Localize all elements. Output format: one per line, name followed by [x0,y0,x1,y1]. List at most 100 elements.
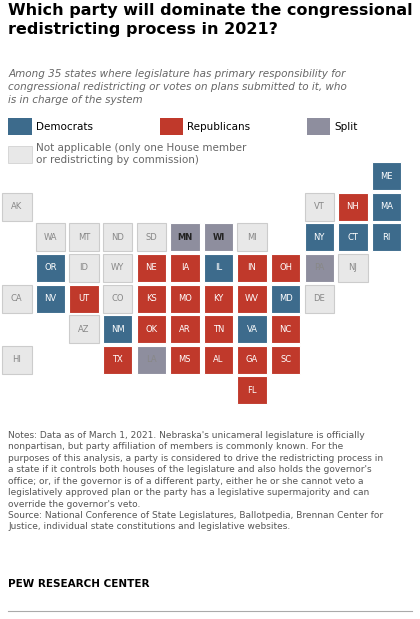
Text: PA: PA [314,264,324,272]
Text: UT: UT [79,294,89,303]
Text: OH: OH [279,264,292,272]
FancyBboxPatch shape [36,285,65,313]
Text: FL: FL [247,386,257,395]
FancyBboxPatch shape [8,118,32,135]
FancyBboxPatch shape [2,285,32,313]
Text: Not applicable (only one House member
or redistricting by commission): Not applicable (only one House member or… [36,143,246,165]
Text: ID: ID [79,264,89,272]
FancyBboxPatch shape [136,223,166,251]
Text: Split: Split [334,121,357,131]
FancyBboxPatch shape [136,315,166,343]
Text: GA: GA [246,355,258,364]
Text: MT: MT [78,233,90,242]
FancyBboxPatch shape [103,346,132,374]
FancyBboxPatch shape [372,162,401,190]
FancyBboxPatch shape [103,254,132,282]
Text: Which party will dominate the congressional
redistricting process in 2021?: Which party will dominate the congressio… [8,4,413,37]
FancyBboxPatch shape [271,346,300,374]
Text: Notes: Data as of March 1, 2021. Nebraska's unicameral legislature is officially: Notes: Data as of March 1, 2021. Nebrask… [8,431,383,532]
FancyBboxPatch shape [204,315,233,343]
Text: OR: OR [44,264,57,272]
FancyBboxPatch shape [136,285,166,313]
Text: WY: WY [111,264,124,272]
FancyBboxPatch shape [36,223,65,251]
FancyBboxPatch shape [271,254,300,282]
FancyBboxPatch shape [338,254,368,282]
FancyBboxPatch shape [204,223,233,251]
FancyBboxPatch shape [304,285,334,313]
FancyBboxPatch shape [237,254,267,282]
Text: TN: TN [213,324,224,334]
FancyBboxPatch shape [304,254,334,282]
Text: TX: TX [112,355,123,364]
Text: SC: SC [280,355,291,364]
Text: NH: NH [346,202,359,211]
FancyBboxPatch shape [136,346,166,374]
Text: Among 35 states where legislature has primary responsibility for
congressional r: Among 35 states where legislature has pr… [8,69,347,105]
Text: VA: VA [247,324,257,334]
FancyBboxPatch shape [338,193,368,221]
Text: IL: IL [215,264,222,272]
Text: AR: AR [179,324,191,334]
FancyBboxPatch shape [237,376,267,404]
Text: SD: SD [145,233,157,242]
Text: NC: NC [279,324,292,334]
Text: PEW RESEARCH CENTER: PEW RESEARCH CENTER [8,579,150,589]
Text: NJ: NJ [348,264,357,272]
FancyBboxPatch shape [372,193,401,221]
FancyBboxPatch shape [204,285,233,313]
Text: IN: IN [247,264,257,272]
FancyBboxPatch shape [304,223,334,251]
FancyBboxPatch shape [170,315,200,343]
FancyBboxPatch shape [8,145,32,163]
FancyBboxPatch shape [372,223,401,251]
FancyBboxPatch shape [304,193,334,221]
FancyBboxPatch shape [69,285,99,313]
FancyBboxPatch shape [103,223,132,251]
Text: AK: AK [11,202,22,211]
Text: RI: RI [382,233,391,242]
Text: AZ: AZ [78,324,90,334]
Text: VT: VT [314,202,325,211]
FancyBboxPatch shape [2,346,32,374]
FancyBboxPatch shape [307,118,330,135]
Text: MN: MN [177,233,192,242]
Text: CT: CT [347,233,358,242]
Text: NY: NY [313,233,325,242]
FancyBboxPatch shape [2,193,32,221]
FancyBboxPatch shape [271,315,300,343]
Text: WI: WI [212,233,225,242]
FancyBboxPatch shape [237,285,267,313]
FancyBboxPatch shape [237,315,267,343]
Text: CO: CO [111,294,124,303]
Text: KY: KY [213,294,223,303]
FancyBboxPatch shape [338,223,368,251]
Text: IA: IA [181,264,189,272]
FancyBboxPatch shape [36,254,65,282]
FancyBboxPatch shape [271,285,300,313]
Text: ME: ME [380,171,393,181]
FancyBboxPatch shape [170,254,200,282]
Text: MO: MO [178,294,192,303]
FancyBboxPatch shape [69,254,99,282]
Text: HI: HI [12,355,21,364]
FancyBboxPatch shape [237,223,267,251]
Text: Democrats: Democrats [36,121,93,131]
Text: NE: NE [145,264,157,272]
FancyBboxPatch shape [170,285,200,313]
Text: MS: MS [178,355,191,364]
Text: MI: MI [247,233,257,242]
FancyBboxPatch shape [204,346,233,374]
Text: NV: NV [45,294,56,303]
FancyBboxPatch shape [204,254,233,282]
FancyBboxPatch shape [170,346,200,374]
FancyBboxPatch shape [160,118,183,135]
FancyBboxPatch shape [69,315,99,343]
Text: WA: WA [44,233,57,242]
Text: ND: ND [111,233,124,242]
Text: NM: NM [111,324,124,334]
FancyBboxPatch shape [237,346,267,374]
Text: AL: AL [213,355,223,364]
Text: MD: MD [279,294,292,303]
FancyBboxPatch shape [170,223,200,251]
